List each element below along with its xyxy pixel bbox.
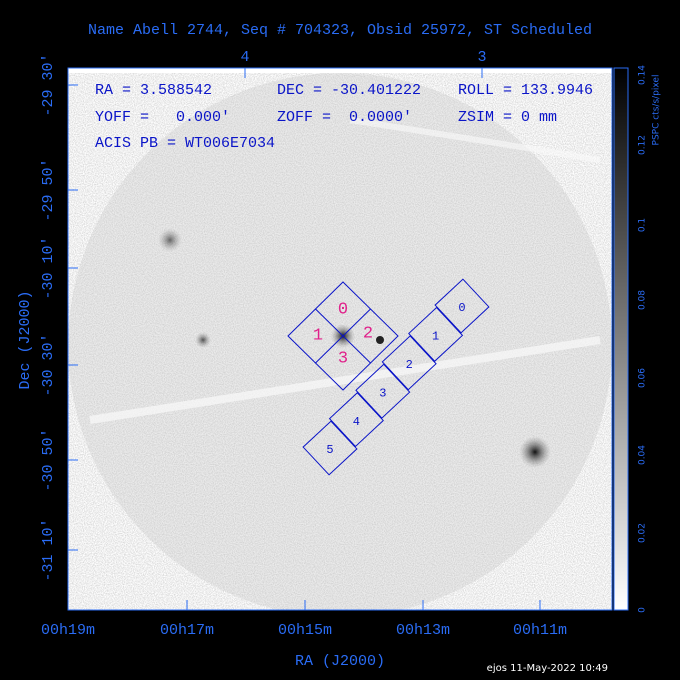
title: Name Abell 2744, Seq # 704323, Obsid 259… — [88, 22, 592, 39]
acis-i-chip-label: 0 — [338, 300, 348, 319]
colorbar-tick-label: 0.08 — [638, 290, 648, 310]
acis-s-chip-label: 5 — [326, 443, 333, 457]
colorbar-tick-label: 0.04 — [638, 445, 648, 465]
info-zsim: ZSIM = 0 mm — [458, 109, 557, 126]
acis-chips — [287, 278, 490, 476]
x-tick-label: 00h17m — [160, 622, 214, 639]
y-tick-label: -30 30' — [40, 333, 57, 396]
acis-s-chip-label: 4 — [353, 415, 360, 429]
acis-i-chip-label: 3 — [338, 349, 348, 368]
xray-image — [68, 73, 612, 610]
acis-s-chip — [381, 335, 437, 391]
y-tick-label: -31 10' — [40, 518, 57, 581]
acis-s-chip — [408, 306, 464, 362]
y-axis-label: Dec (J2000) — [17, 290, 34, 389]
x-tick-label: 00h13m — [396, 622, 450, 639]
footer: ejos 11-May-2022 10:49 — [487, 663, 608, 674]
acis-s-chip — [302, 420, 358, 476]
top-tick-label: 3 — [477, 49, 486, 66]
top-tick-label: 4 — [240, 49, 249, 66]
acis-i-chip-label: 2 — [363, 324, 373, 343]
x-tick-label: 00h15m — [278, 622, 332, 639]
y-tick-label: -30 10' — [40, 236, 57, 299]
y-tick-label: -29 50' — [40, 158, 57, 221]
info-dec: DEC = -30.401222 — [277, 82, 421, 99]
acis-s-chip — [328, 392, 384, 448]
acis-i-chip-label: 1 — [313, 326, 323, 345]
acis-s-chip-label: 1 — [432, 330, 439, 344]
y-tick-label: -29 30' — [40, 53, 57, 116]
colorbar-tick-label: 0.1 — [638, 218, 648, 232]
acis-s-chip-label: 2 — [406, 358, 413, 372]
info-roll: ROLL = 133.9946 — [458, 82, 593, 99]
acis-s-chip-label: 3 — [379, 386, 386, 400]
info-zoff: ZOFF = 0.0000' — [277, 109, 412, 126]
frame — [67, 67, 613, 611]
colorbar-tick-label: 0.14 — [638, 65, 648, 85]
y-tick-label: -30 50' — [40, 428, 57, 491]
info-acis: ACIS PB = WT006E7034 — [95, 135, 275, 152]
info-yoff: YOFF = 0.000' — [95, 109, 230, 126]
acis-s-chip — [434, 278, 490, 334]
colorbar-tick-label: 0.12 — [638, 135, 648, 155]
colorbar-label: PSPC cts/s/pixel — [652, 75, 662, 146]
info-ra: RA = 3.588542 — [95, 82, 212, 99]
acis-s-chip — [355, 363, 411, 419]
acis-s-chip-label: 0 — [458, 301, 465, 315]
colorbar — [613, 67, 629, 611]
tick-marks — [67, 68, 541, 610]
colorbar-tick-label: 0.02 — [638, 523, 648, 543]
x-tick-label: 00h19m — [41, 622, 95, 639]
colorbar-tick-label: 0.06 — [638, 368, 648, 388]
x-tick-label: 00h11m — [513, 622, 567, 639]
x-axis-label: RA (J2000) — [295, 653, 385, 670]
chip-divider — [315, 308, 371, 364]
acis-i-array — [287, 281, 399, 391]
colorbar-tick-label: 0 — [638, 607, 648, 613]
